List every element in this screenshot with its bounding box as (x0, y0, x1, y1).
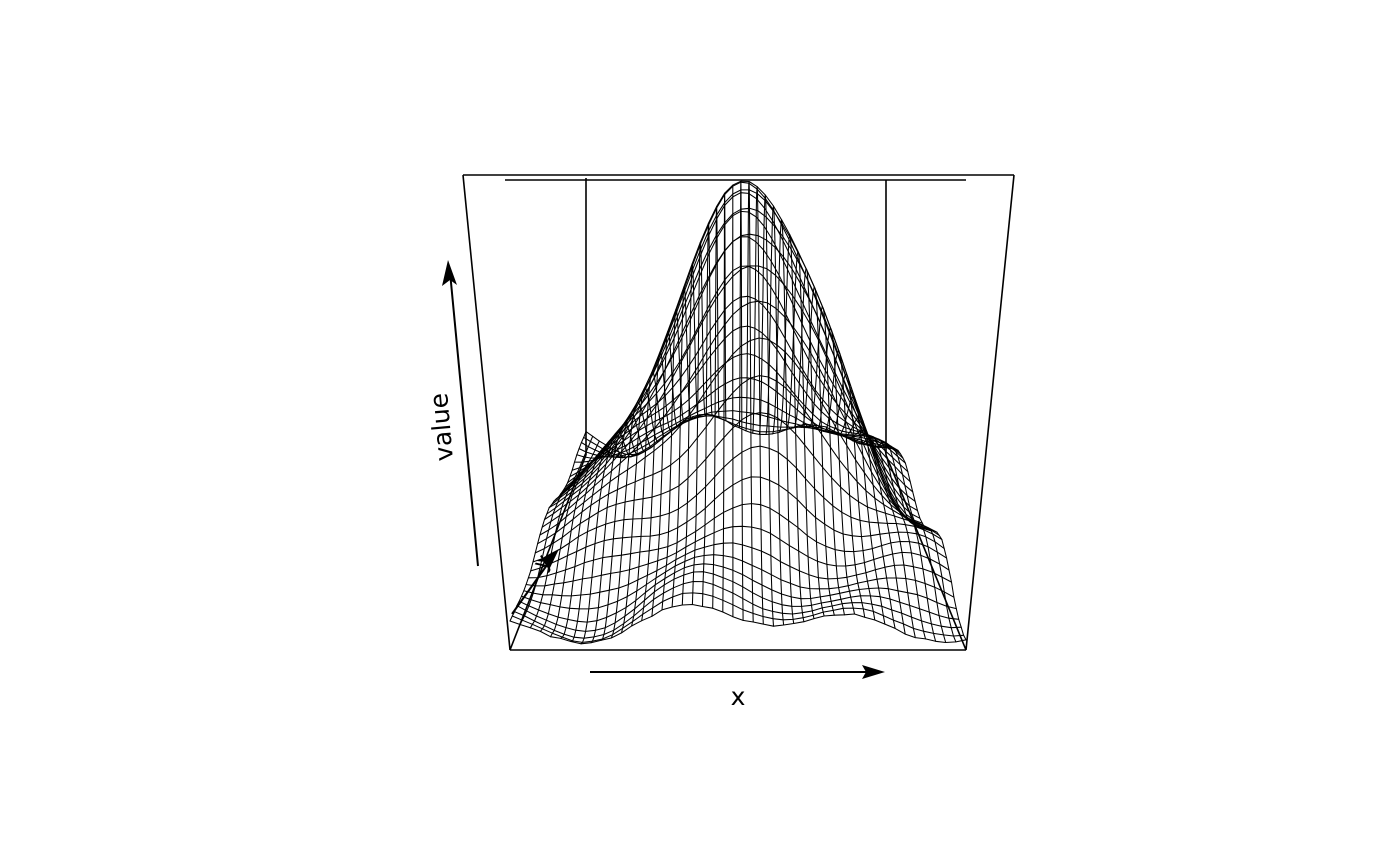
mesh-column-line (590, 423, 640, 644)
mesh-column-line (539, 444, 607, 632)
mesh-column-line (560, 447, 620, 639)
mesh-row-line (518, 563, 957, 623)
mesh-row-line (569, 325, 904, 478)
mesh-column-line (519, 435, 594, 626)
mesh-column-line (845, 429, 906, 635)
value-axis-arrow-head (442, 260, 457, 286)
mesh-column-line (651, 330, 680, 617)
axis-arrows (442, 260, 885, 679)
mesh-column-line (838, 416, 896, 629)
x-axis-arrow (590, 665, 885, 679)
mesh-row-line (509, 603, 967, 645)
box-edge-back-left-vertical (462, 174, 511, 651)
wireframe-surface-mesh (509, 180, 967, 645)
mesh-column-line (691, 242, 707, 606)
mesh-column-line (792, 267, 825, 617)
mesh-row-line (532, 445, 943, 563)
mesh-row-line (514, 580, 962, 639)
mesh-column-line (509, 431, 587, 622)
y-axis-arrow-head (537, 549, 559, 570)
value-axis-arrow (442, 260, 479, 567)
mesh-row-line (539, 337, 936, 536)
mesh-row-line (537, 375, 938, 545)
mesh-column-line (758, 194, 775, 627)
mesh-column-line (610, 401, 654, 639)
value-axis-arrow-line (449, 271, 479, 567)
mesh-row-line (557, 192, 916, 502)
mesh-row-line (543, 265, 931, 531)
mesh-column-line (785, 250, 815, 620)
mesh-row-line (548, 207, 926, 529)
plot-bounding-box (462, 174, 1015, 651)
y-axis-arrow (511, 549, 559, 615)
mesh-column-line (872, 441, 947, 644)
mesh-row-line (541, 300, 933, 532)
mesh-row-line (516, 571, 960, 632)
mesh-column-line (812, 327, 856, 615)
mesh-column-line (529, 440, 600, 629)
mesh-row-line (520, 554, 955, 610)
mesh-column-line (865, 438, 937, 642)
mesh-row-line (523, 542, 953, 597)
mesh-column-line (620, 387, 660, 634)
mesh-column-line (738, 180, 744, 621)
mesh-column-line (825, 373, 876, 621)
mesh-column-line (752, 186, 764, 625)
mesh-column-line (772, 219, 795, 625)
mesh-row-line (525, 525, 950, 587)
mesh-column-line (722, 192, 727, 613)
mesh-column-line (661, 309, 687, 611)
mesh-column-line (778, 233, 805, 623)
mesh-column-line (745, 180, 754, 623)
mesh-column-line (681, 263, 700, 606)
mesh-column-line (878, 445, 957, 643)
mesh-row-line (530, 476, 945, 572)
x-axis-label: x (731, 682, 746, 711)
value-axis-label: value (424, 392, 459, 463)
mesh-column-line (852, 433, 916, 639)
mesh-column-line (631, 371, 667, 627)
mesh-column-line (885, 445, 967, 641)
mesh-row-line (527, 503, 948, 579)
mesh-column-line (765, 205, 785, 626)
mesh-column-line (832, 396, 886, 625)
mesh-column-line (712, 206, 720, 609)
mesh-row-line (546, 233, 928, 530)
mesh-column-line (580, 431, 634, 645)
mesh-column-line (798, 286, 835, 616)
mesh-column-line (641, 351, 674, 622)
mesh-column-line (570, 439, 627, 643)
x-axis-arrow-head (862, 665, 885, 679)
mesh-row-line (511, 592, 965, 643)
mesh-column-line (805, 305, 845, 616)
y-axis-arrow-line (511, 557, 553, 615)
mesh-row-line (550, 189, 923, 524)
mesh-row-line (534, 412, 940, 554)
mesh-column-line (701, 222, 714, 608)
box-edge-back-right-vertical (965, 174, 1015, 651)
mesh-column-line (858, 435, 927, 640)
